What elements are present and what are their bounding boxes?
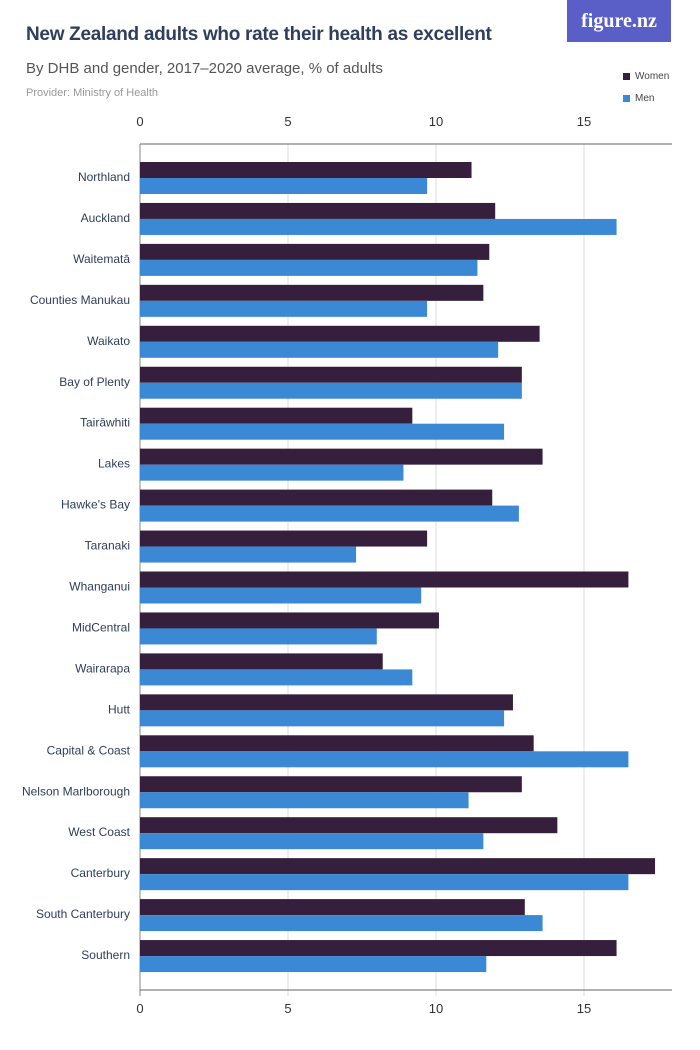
- category-label: Wairarapa: [75, 661, 130, 675]
- category-label: Whanganui: [69, 580, 130, 594]
- category-label: Tairāwhiti: [80, 416, 130, 430]
- category-label: Bay of Plenty: [59, 375, 130, 389]
- category-label: Canterbury: [71, 866, 130, 880]
- bar-women: [140, 940, 617, 957]
- bar-women: [140, 571, 629, 588]
- bar-women: [140, 653, 383, 670]
- tick-label-bottom: 5: [284, 1001, 291, 1016]
- bar-men: [140, 423, 505, 440]
- bar-women: [140, 899, 525, 916]
- bar-men: [140, 587, 422, 604]
- bar-women: [140, 735, 534, 752]
- bar-men: [140, 341, 499, 358]
- bar-men: [140, 300, 428, 317]
- legend-item-men: Men: [623, 87, 669, 109]
- legend-swatch-women: [623, 72, 630, 80]
- legend-label-men: Men: [635, 92, 655, 104]
- bar-women: [140, 202, 496, 219]
- category-label: MidCentral: [72, 620, 130, 634]
- tick-label-top: 0: [136, 114, 143, 129]
- legend-item-women: Women: [623, 65, 669, 87]
- bar-men: [140, 546, 357, 563]
- bar-women: [140, 366, 522, 383]
- bar-women: [140, 776, 522, 793]
- category-label: West Coast: [68, 825, 130, 839]
- tick-label-top: 5: [284, 114, 291, 129]
- bar-men: [140, 833, 484, 850]
- tick-label-bottom: 15: [577, 1001, 591, 1016]
- bar-men: [140, 505, 519, 522]
- tick-label-top: 15: [577, 114, 591, 129]
- category-label: Southern: [81, 948, 130, 962]
- bar-men: [140, 259, 478, 276]
- bar-men: [140, 178, 428, 194]
- bar-men: [140, 382, 522, 399]
- legend-swatch-men: [623, 94, 630, 102]
- bar-women: [140, 448, 543, 465]
- tick-label-bottom: 10: [429, 1001, 443, 1016]
- category-label: Taranaki: [85, 539, 130, 553]
- provider-text: Provider: Ministry of Health: [26, 87, 159, 99]
- category-label: South Canterbury: [36, 907, 130, 921]
- category-label: Northland: [78, 170, 130, 184]
- chart-title: New Zealand adults who rate their health…: [26, 24, 492, 45]
- category-label: Hawke's Bay: [61, 498, 130, 512]
- bar-men: [140, 669, 413, 686]
- bar-women: [140, 489, 493, 506]
- bar-men: [140, 915, 543, 932]
- category-label: Lakes: [98, 457, 130, 471]
- category-label: Capital & Coast: [47, 743, 131, 757]
- bar-men: [140, 710, 505, 727]
- legend: Women Men: [623, 65, 669, 109]
- category-label: Counties Manukau: [30, 293, 130, 307]
- bar-women: [140, 817, 558, 834]
- bar-women: [140, 858, 656, 875]
- bar-women: [140, 694, 513, 711]
- bar-men: [140, 751, 629, 768]
- figure-nz-logo[interactable]: figure.nz: [567, 0, 671, 42]
- bar-women: [140, 612, 439, 629]
- bar-men: [140, 956, 487, 973]
- bar-women: [140, 243, 490, 260]
- tick-label-bottom: 0: [136, 1001, 143, 1016]
- legend-label-women: Women: [635, 70, 670, 82]
- chart-subtitle: By DHB and gender, 2017–2020 average, % …: [26, 60, 383, 77]
- category-label: Hutt: [108, 702, 131, 716]
- tick-label-top: 10: [429, 114, 443, 129]
- bar-women: [140, 325, 540, 342]
- bar-men: [140, 628, 377, 645]
- bar-women: [140, 284, 484, 301]
- bar-women: [140, 407, 413, 424]
- category-label: Waikato: [87, 334, 130, 348]
- bar-men: [140, 218, 617, 235]
- category-label: Auckland: [81, 211, 130, 225]
- bar-men: [140, 874, 629, 891]
- bar-men: [140, 792, 469, 809]
- bar-women: [140, 530, 428, 547]
- category-label: Nelson Marlborough: [22, 784, 130, 798]
- bar-women: [140, 162, 472, 178]
- bar-men: [140, 464, 404, 481]
- category-label: Waitematā: [73, 252, 130, 266]
